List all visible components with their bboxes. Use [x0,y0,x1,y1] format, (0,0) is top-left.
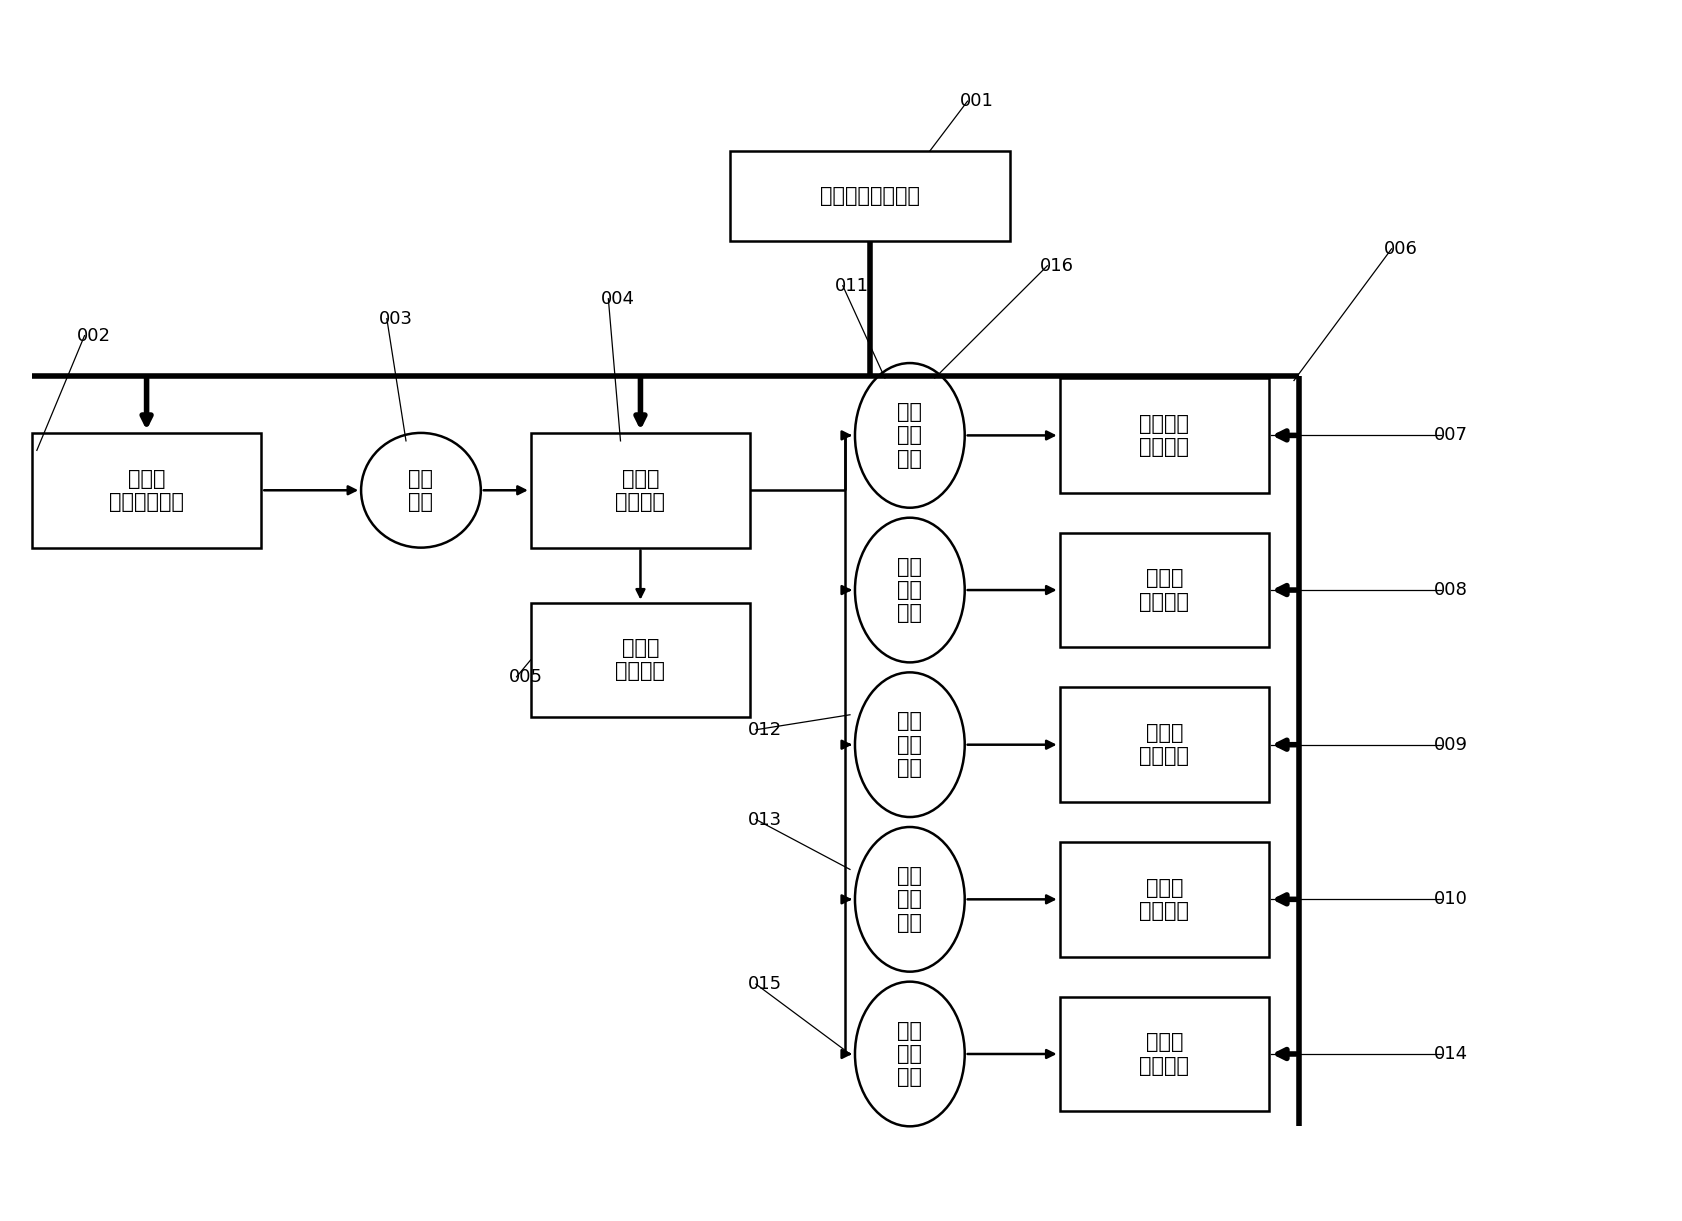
FancyBboxPatch shape [730,151,1009,241]
FancyBboxPatch shape [1060,842,1268,957]
Text: 009: 009 [1433,736,1468,753]
FancyBboxPatch shape [1060,532,1268,647]
Ellipse shape [854,363,965,508]
Ellipse shape [854,518,965,662]
Text: 第一
电子
凸轮: 第一 电子 凸轮 [897,402,922,469]
Text: 第四
电子
凸轮: 第四 电子 凸轮 [897,866,922,933]
Text: 012: 012 [748,720,782,739]
Text: 006: 006 [1384,239,1418,258]
Text: 001: 001 [960,92,994,110]
Text: 右链条
控制单元: 右链条 控制单元 [616,639,666,681]
Text: 第五
电子
凸轮: 第五 电子 凸轮 [897,1021,922,1087]
Text: 左翻钩
控制单元: 左翻钩 控制单元 [1139,723,1189,767]
Text: 右侧滑
控制单元: 右侧滑 控制单元 [1139,878,1189,921]
Text: 第三
电子
凸轮: 第三 电子 凸轮 [897,712,922,778]
Text: 014: 014 [1433,1045,1468,1063]
FancyBboxPatch shape [532,433,750,548]
Text: 铺纬小车
控制单元: 铺纬小车 控制单元 [1139,414,1189,457]
Text: 011: 011 [834,277,870,294]
Ellipse shape [854,673,965,817]
FancyBboxPatch shape [1060,379,1268,493]
Text: 第二
电子
凸轮: 第二 电子 凸轮 [897,557,922,623]
Text: 003: 003 [378,310,414,327]
Ellipse shape [854,827,965,972]
Ellipse shape [362,433,481,548]
Text: 经编机
牵拉控制单元: 经编机 牵拉控制单元 [109,469,183,512]
Text: 004: 004 [600,289,634,308]
Text: 008: 008 [1433,581,1467,600]
FancyBboxPatch shape [532,602,750,717]
Text: 左链条
控制单元: 左链条 控制单元 [616,469,666,512]
Text: 005: 005 [508,668,543,686]
Text: 015: 015 [748,976,782,993]
Text: 左侧滑
控制单元: 左侧滑 控制单元 [1139,569,1189,612]
FancyBboxPatch shape [32,433,261,548]
Text: 010: 010 [1433,890,1467,908]
Text: 电子
齿轮: 电子 齿轮 [409,469,434,512]
Ellipse shape [854,982,965,1126]
Text: 可编程运动控制器: 可编程运动控制器 [819,186,920,206]
Text: 右翻钩
控制单元: 右翻钩 控制单元 [1139,1033,1189,1076]
FancyBboxPatch shape [1060,996,1268,1111]
Text: 002: 002 [77,327,111,344]
Text: 007: 007 [1433,426,1468,444]
FancyBboxPatch shape [1060,687,1268,802]
Text: 016: 016 [1039,256,1073,275]
Text: 013: 013 [748,811,782,829]
